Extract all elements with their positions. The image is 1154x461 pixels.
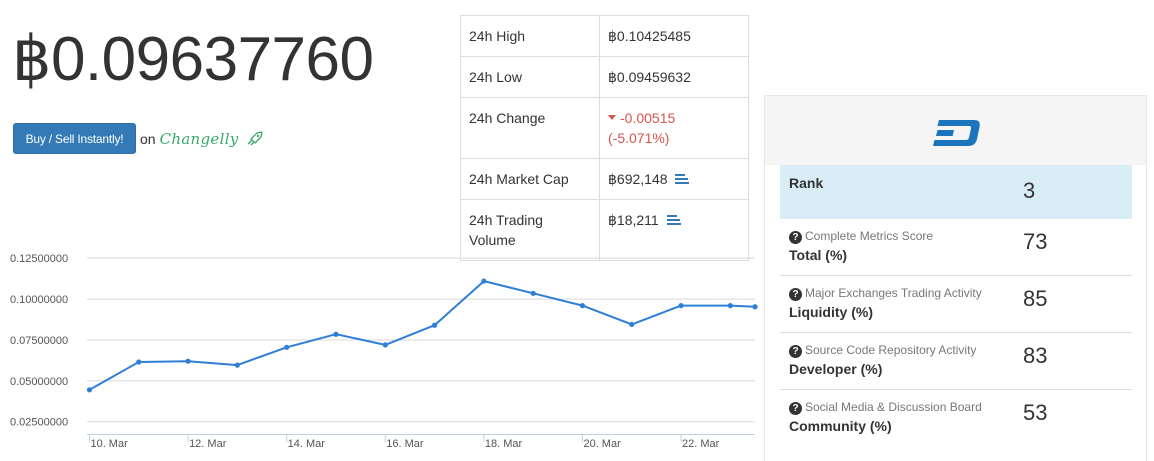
stat-row-market-cap: 24h Market Cap ฿692,148 <box>460 158 749 200</box>
rank-label: Rank <box>789 175 824 191</box>
data-point <box>629 321 635 328</box>
metric-row-total: ? Complete Metrics Score Total (%) 73 <box>780 219 1132 276</box>
stat-label: 24h Change <box>460 97 600 159</box>
rank-value: 3 <box>1023 178 1036 203</box>
metric-value: 85 <box>1023 286 1048 311</box>
y-tick-label: 0.05000000 <box>10 376 68 388</box>
stat-row-high: 24h High ฿0.10425485 <box>460 15 749 57</box>
stat-value: ฿18,211 <box>599 199 749 261</box>
stat-value: ฿692,148 <box>599 158 749 200</box>
question-icon[interactable]: ? <box>789 345 802 358</box>
caret-down-icon <box>608 114 616 120</box>
data-point <box>284 344 290 350</box>
current-price: ฿0.09637760 <box>12 25 374 94</box>
metric-value: 73 <box>1023 229 1048 254</box>
stat-value: ฿0.10425485 <box>599 15 749 57</box>
buy-sell-button[interactable]: Buy / Sell Instantly! <box>13 123 136 154</box>
data-point <box>727 303 733 309</box>
data-point <box>86 387 93 393</box>
list-bars-icon[interactable] <box>675 174 690 185</box>
data-point <box>579 303 586 309</box>
dash-logo-icon <box>932 119 980 146</box>
metric-title: Community (%) <box>789 418 892 434</box>
y-tick-label: 0.07500000 <box>10 335 68 347</box>
buy-sell-row: Buy / Sell Instantly! on Changelly <box>13 123 263 154</box>
change-percent: (-5.071%) <box>608 130 670 146</box>
market-cap-value: ฿692,148 <box>608 171 668 187</box>
metric-label: ? Social Media & Discussion Board Communi… <box>789 400 982 434</box>
data-point <box>136 359 142 365</box>
metric-title: Liquidity (%) <box>789 304 873 320</box>
metric-sub: Complete Metrics Score <box>805 229 934 243</box>
volume-value: ฿18,211 <box>608 212 659 228</box>
x-tick-label: 16. Mar <box>386 438 424 450</box>
x-tick-label: 14. Mar <box>288 438 326 450</box>
series-line <box>89 280 756 391</box>
x-tick-label: 10. Mar <box>90 438 128 450</box>
x-tick-label: 20. Mar <box>583 438 621 450</box>
stat-row-change: 24h Change -0.00515 (-5.071%) <box>460 97 749 159</box>
data-point <box>481 278 487 284</box>
question-icon[interactable]: ? <box>789 288 802 301</box>
question-icon[interactable]: ? <box>789 231 802 244</box>
data-point <box>752 304 758 310</box>
metric-label: ? Source Code Repository Activity Develop… <box>789 343 976 377</box>
rank-row: Rank 3 <box>780 165 1132 219</box>
metric-sub: Source Code Repository Activity <box>805 343 977 357</box>
metric-sub: Social Media & Discussion Board <box>805 400 982 414</box>
metric-value: 53 <box>1023 400 1048 425</box>
y-tick-label: 0.12500000 <box>10 253 68 265</box>
data-point <box>530 290 536 296</box>
rocket-icon <box>247 130 263 145</box>
data-point <box>185 358 191 364</box>
data-point <box>333 331 339 337</box>
stat-value: ฿0.09459632 <box>599 56 749 98</box>
data-point <box>234 362 240 368</box>
metric-title: Developer (%) <box>789 361 883 377</box>
panel-header <box>765 96 1146 165</box>
x-tick-label: 12. Mar <box>189 438 227 450</box>
stat-label: 24h Market Cap <box>460 158 600 200</box>
panel-body: Rank 3 ? Complete Metrics Score Total (%)… <box>765 165 1146 461</box>
metric-row-liquidity: ? Major Exchanges Trading Activity Liquid… <box>780 276 1132 333</box>
stat-value: -0.00515 (-5.071%) <box>599 97 749 159</box>
stats-table: 24h High ฿0.10425485 24h Low ฿0.09459632… <box>460 15 749 261</box>
list-bars-icon[interactable] <box>666 215 681 226</box>
metric-sub: Major Exchanges Trading Activity <box>805 286 982 300</box>
stat-label: 24h High <box>460 15 600 57</box>
on-text: on <box>140 130 156 147</box>
x-tick-label: 22. Mar <box>682 438 720 450</box>
y-tick-label: 0.02500000 <box>10 417 68 429</box>
metric-label: ? Major Exchanges Trading Activity Liquid… <box>789 286 982 320</box>
stat-row-volume: 24h Trading Volume ฿18,211 <box>460 199 749 261</box>
data-point <box>431 322 438 328</box>
data-point <box>678 303 684 309</box>
metric-row-community: ? Social Media & Discussion Board Communi… <box>780 390 1132 447</box>
metric-value: 83 <box>1023 343 1048 368</box>
stat-label: 24h Low <box>460 56 600 98</box>
metric-title: Total (%) <box>789 247 848 263</box>
metric-label: ? Complete Metrics Score Total (%) <box>789 229 933 263</box>
metrics-panel: Rank 3 ? Complete Metrics Score Total (%)… <box>764 95 1147 461</box>
y-tick-label: 0.10000000 <box>10 294 68 306</box>
stat-label: 24h Trading Volume <box>460 199 600 261</box>
change-value: -0.00515 <box>620 110 676 126</box>
x-tick-label: 18. Mar <box>485 438 523 450</box>
question-icon[interactable]: ? <box>789 402 802 415</box>
stat-row-low: 24h Low ฿0.09459632 <box>460 56 749 98</box>
changelly-logo[interactable]: Changelly <box>159 129 239 148</box>
data-point <box>382 342 388 348</box>
price-chart: 0.12500000 0.10000000 0.07500000 0.05000000… <box>10 253 758 450</box>
metric-row-developer: ? Source Code Repository Activity Develop… <box>780 333 1132 390</box>
